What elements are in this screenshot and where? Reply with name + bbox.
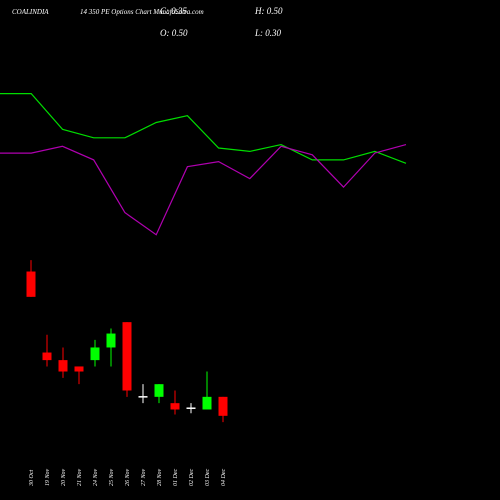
ohlc-label: H: 0.50 bbox=[254, 6, 283, 16]
candle-body bbox=[42, 352, 52, 361]
indicator-line bbox=[0, 92, 407, 164]
x-tick-label: 02 Dec bbox=[189, 469, 195, 486]
candle-body bbox=[26, 271, 36, 297]
x-tick-label: 28 Nov bbox=[157, 468, 163, 486]
x-tick-label: 21 Nov bbox=[77, 468, 83, 486]
x-tick-label: 24 Nov bbox=[92, 468, 99, 486]
x-tick-label: 19 Nov bbox=[45, 468, 51, 486]
candle-body bbox=[138, 396, 148, 398]
x-tick-label: 26 Nov bbox=[125, 468, 131, 486]
candle-body bbox=[74, 366, 84, 372]
candle-body bbox=[218, 396, 228, 416]
x-tick-label: 25 Nov bbox=[109, 468, 115, 486]
candle-body bbox=[90, 347, 100, 361]
indicator-line bbox=[0, 144, 407, 236]
ohlc-label: O: 0.50 bbox=[160, 28, 188, 38]
candle-body bbox=[202, 396, 212, 410]
candle-body bbox=[186, 407, 196, 409]
x-tick-label: 04 Dec bbox=[220, 469, 227, 486]
x-tick-label: 20 Nov bbox=[61, 468, 67, 486]
candle-body bbox=[106, 333, 116, 348]
candle-body bbox=[170, 403, 180, 410]
ohlc-label: C: 0.35 bbox=[160, 6, 188, 16]
x-tick-label: 30 Oct bbox=[29, 470, 35, 487]
x-tick-label: 03 Dec bbox=[205, 469, 211, 486]
x-tick-label: 27 Nov bbox=[141, 468, 147, 486]
chart-subtitle: 14 350 PE Options Chart MunafaSutra.com bbox=[80, 8, 204, 16]
chart-title: COALINDIA bbox=[12, 8, 49, 16]
candle-body bbox=[58, 360, 68, 372]
candle-body bbox=[154, 384, 164, 397]
x-tick-label: 01 Dec bbox=[173, 469, 179, 486]
candle-body bbox=[122, 322, 132, 391]
ohlc-label: L: 0.30 bbox=[254, 28, 282, 38]
